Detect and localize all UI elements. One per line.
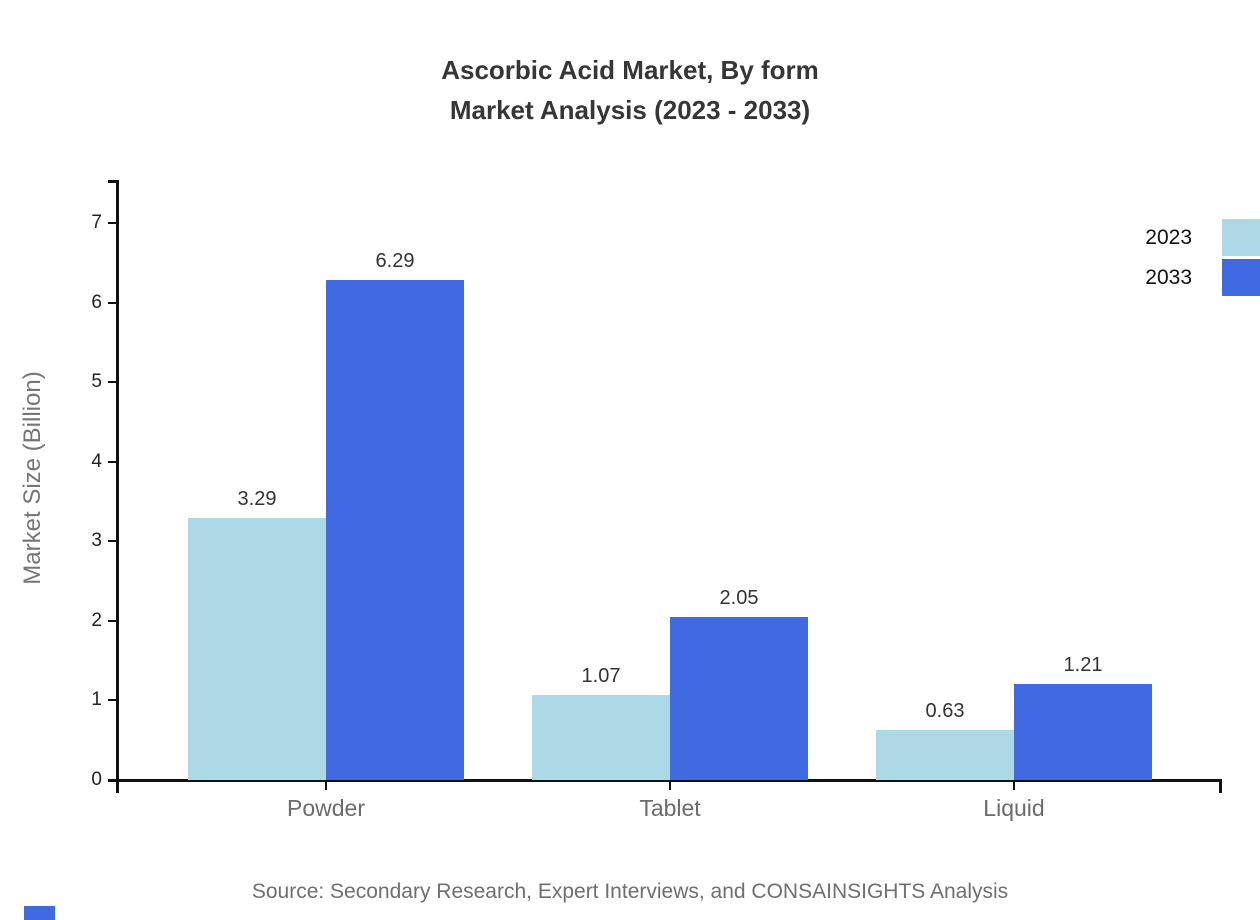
y-axis-title: Market Size (Billion) [19, 371, 46, 585]
x-axis-right-cap [1219, 779, 1222, 793]
bar-2033-powder [326, 280, 464, 780]
y-tick [108, 222, 118, 224]
value-label: 0.63 [925, 700, 965, 722]
y-axis-line [116, 180, 119, 793]
y-tick-label: 5 [91, 371, 102, 392]
x-tick-label: Liquid [983, 795, 1045, 821]
y-tick [108, 381, 118, 383]
value-label: 6.29 [375, 250, 415, 272]
y-axis-top-cap [108, 180, 118, 183]
value-label: 1.21 [1063, 654, 1103, 676]
legend-swatch-2023 [1222, 219, 1260, 256]
watermark-logo [24, 906, 55, 920]
chart-title-line2: Market Analysis (2023 - 2033) [449, 95, 811, 125]
bar-2033-liquid [1014, 684, 1152, 780]
legend: 2023 2033 [1145, 219, 1260, 299]
source-note: Source: Secondary Research, Expert Inter… [251, 880, 1009, 903]
y-tick-label: 7 [91, 212, 102, 233]
chart-title: Ascorbic Acid Market, By form Market Ana… [0, 50, 1260, 130]
bar-2023-tablet [532, 695, 670, 780]
y-tick [108, 540, 118, 542]
y-tick-label: 3 [91, 530, 102, 551]
legend-item-2033: 2033 [1145, 259, 1260, 296]
chart-title-line1: Ascorbic Acid Market, By form [441, 55, 819, 85]
x-tick-label: Powder [287, 795, 365, 821]
y-tick [108, 620, 118, 622]
bar-2023-liquid [876, 730, 1014, 780]
legend-label-2023: 2023 [1145, 225, 1192, 249]
x-tick [1013, 780, 1015, 790]
y-tick [108, 461, 118, 463]
x-tick [325, 780, 327, 790]
y-tick-label: 2 [91, 610, 102, 631]
y-tick-label: 0 [91, 769, 102, 790]
bar-2033-tablet [670, 617, 808, 780]
y-tick [108, 699, 118, 701]
x-axis-line [108, 779, 1222, 782]
x-tick-label: Tablet [639, 795, 701, 821]
bar-2023-powder [188, 518, 326, 780]
value-label: 2.05 [719, 587, 759, 609]
legend-item-2023: 2023 [1145, 219, 1260, 256]
y-tick-label: 1 [91, 689, 102, 710]
y-tick-label: 6 [91, 292, 102, 313]
legend-swatch-2033 [1222, 259, 1260, 296]
legend-label-2033: 2033 [1145, 265, 1192, 289]
y-tick [108, 302, 118, 304]
y-tick-label: 4 [91, 451, 102, 472]
value-label: 3.29 [237, 488, 277, 510]
value-label: 1.07 [581, 665, 621, 687]
x-tick [669, 780, 671, 790]
